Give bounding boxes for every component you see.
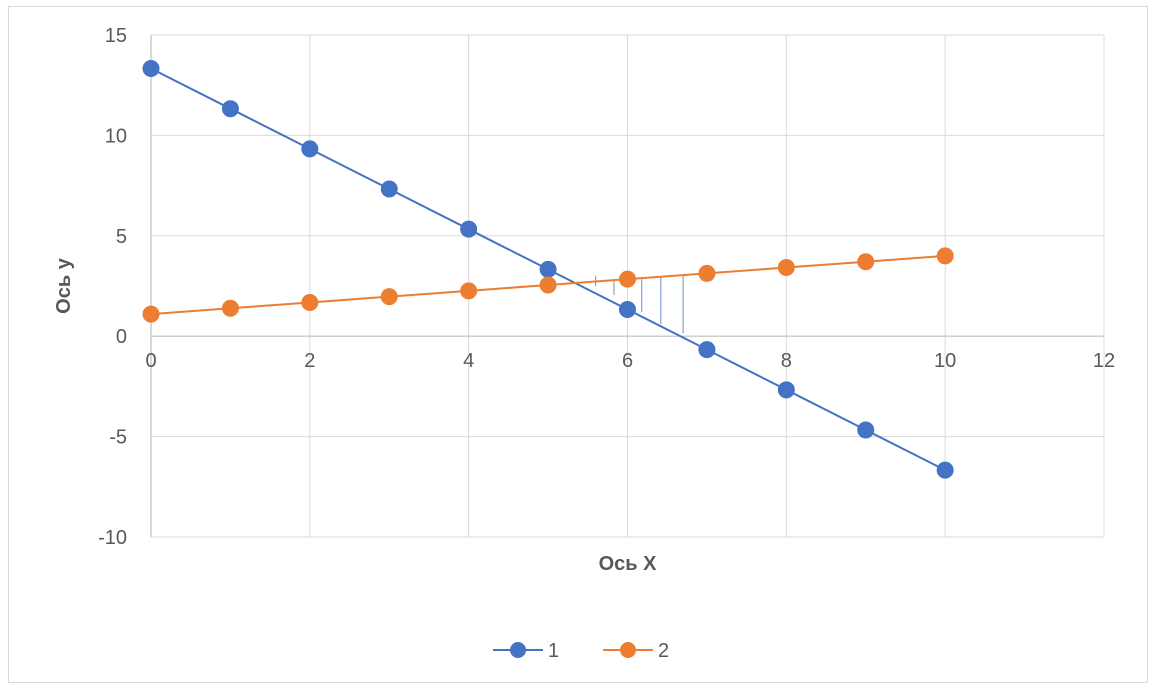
legend-label-2: 2	[658, 640, 669, 662]
series-2-point	[460, 282, 478, 300]
series-2-point	[221, 299, 239, 317]
y-tick-label: -10	[98, 527, 127, 549]
series-2-point	[936, 247, 954, 265]
x-tick-label: 6	[622, 350, 633, 372]
y-tick-label: 0	[116, 326, 127, 348]
series-2-point	[380, 288, 398, 306]
series-2-point	[539, 276, 557, 294]
series-2-point	[142, 305, 160, 323]
series-2-point	[857, 253, 875, 271]
series-1-point	[698, 341, 716, 359]
legend-label-1: 1	[548, 640, 559, 662]
y-tick-label: 15	[105, 25, 127, 47]
grid	[151, 34, 1105, 538]
x-tick-label: 8	[781, 350, 792, 372]
series-1-point	[936, 461, 954, 479]
axes	[150, 35, 1104, 537]
series-2-point	[301, 293, 319, 311]
legend-marker-1	[510, 642, 526, 658]
y-axis-title: Ось y	[53, 257, 75, 314]
x-tick-label: 4	[463, 350, 474, 372]
x-tick-label: 0	[145, 350, 156, 372]
hatch-lines	[595, 275, 684, 334]
series-1-point	[460, 220, 478, 238]
legend-marker-2	[620, 642, 636, 658]
series-1-point	[539, 260, 557, 278]
x-tick-label: 10	[934, 350, 956, 372]
y-tick-label: 5	[116, 226, 127, 248]
series-1-point	[142, 60, 160, 78]
series-1-point	[301, 140, 319, 158]
series-layer	[142, 60, 954, 479]
tick-labels: 0 2 4 6 8 10 12 -10 -5 0 5 10 15	[98, 25, 1115, 549]
series-1-point	[619, 300, 636, 318]
series-2-point	[777, 259, 795, 277]
series-1-point	[777, 381, 795, 399]
y-tick-label: -5	[109, 427, 127, 449]
series-1-point	[380, 180, 398, 198]
x-tick-label: 2	[304, 350, 315, 372]
series-1-point	[857, 421, 875, 439]
series-1-point	[221, 100, 239, 118]
x-axis-title: Ось X	[599, 553, 658, 575]
chart-frame	[8, 6, 1148, 683]
y-tick-label: 10	[105, 125, 127, 147]
series-2-point	[698, 264, 716, 282]
x-tick-label: 12	[1093, 350, 1115, 372]
series-2-point	[619, 270, 636, 288]
